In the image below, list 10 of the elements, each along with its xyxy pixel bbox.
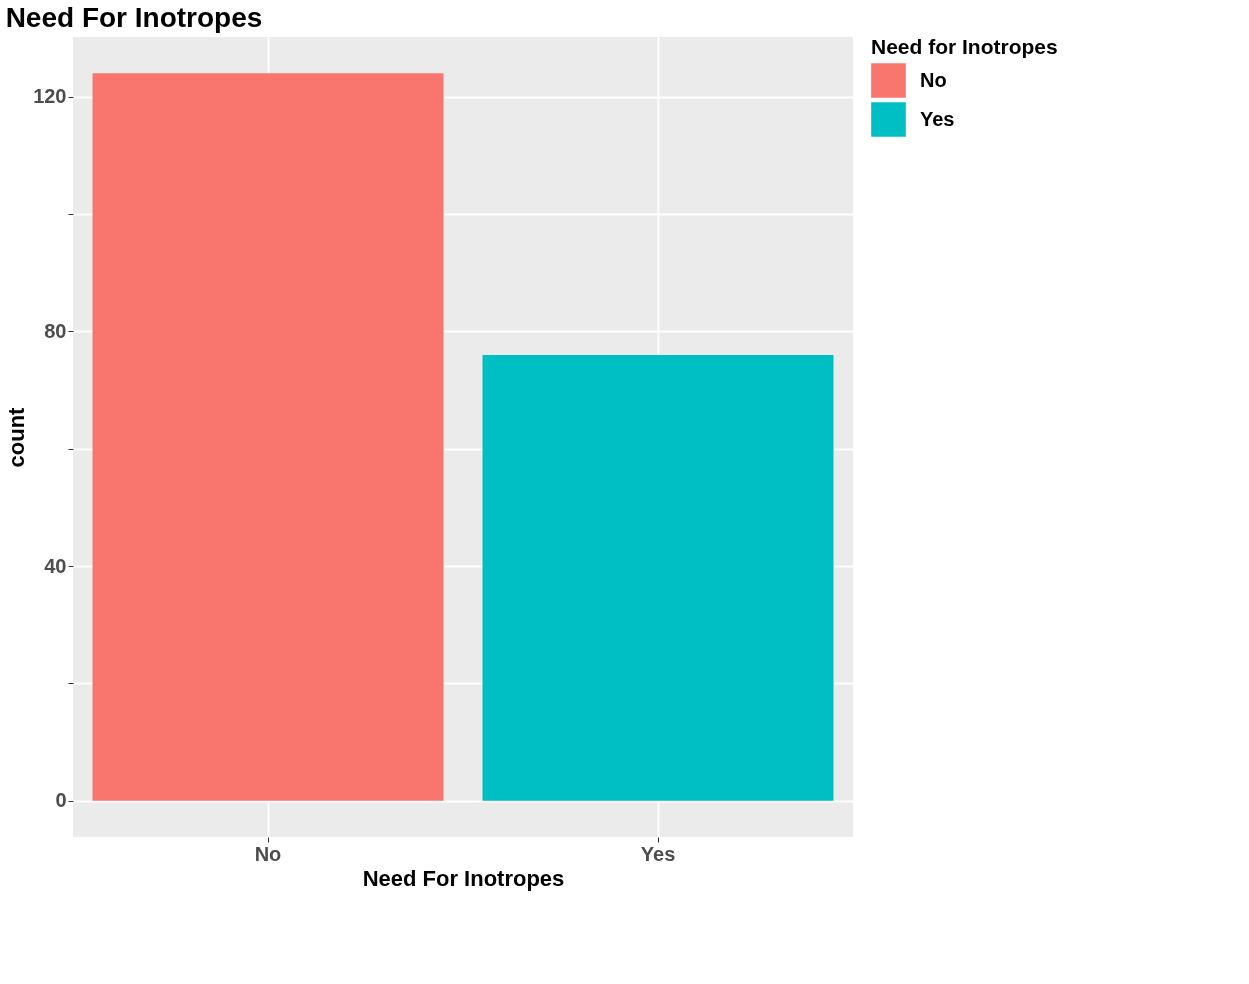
legend-label: Yes [920,107,955,130]
y-tick-label: 0 [55,789,67,812]
legend-label: No [920,68,947,91]
y-axis-title: count [4,406,30,468]
x-axis-title: Need For Inotropes [362,865,565,891]
y-tick-label: 80 [44,319,67,342]
y-tick-label: 120 [33,85,67,108]
y-tick-label: 40 [44,554,67,577]
legend-title: Need for Inotropes [871,35,1058,58]
chart-title: Need For Inotropes [5,2,263,33]
